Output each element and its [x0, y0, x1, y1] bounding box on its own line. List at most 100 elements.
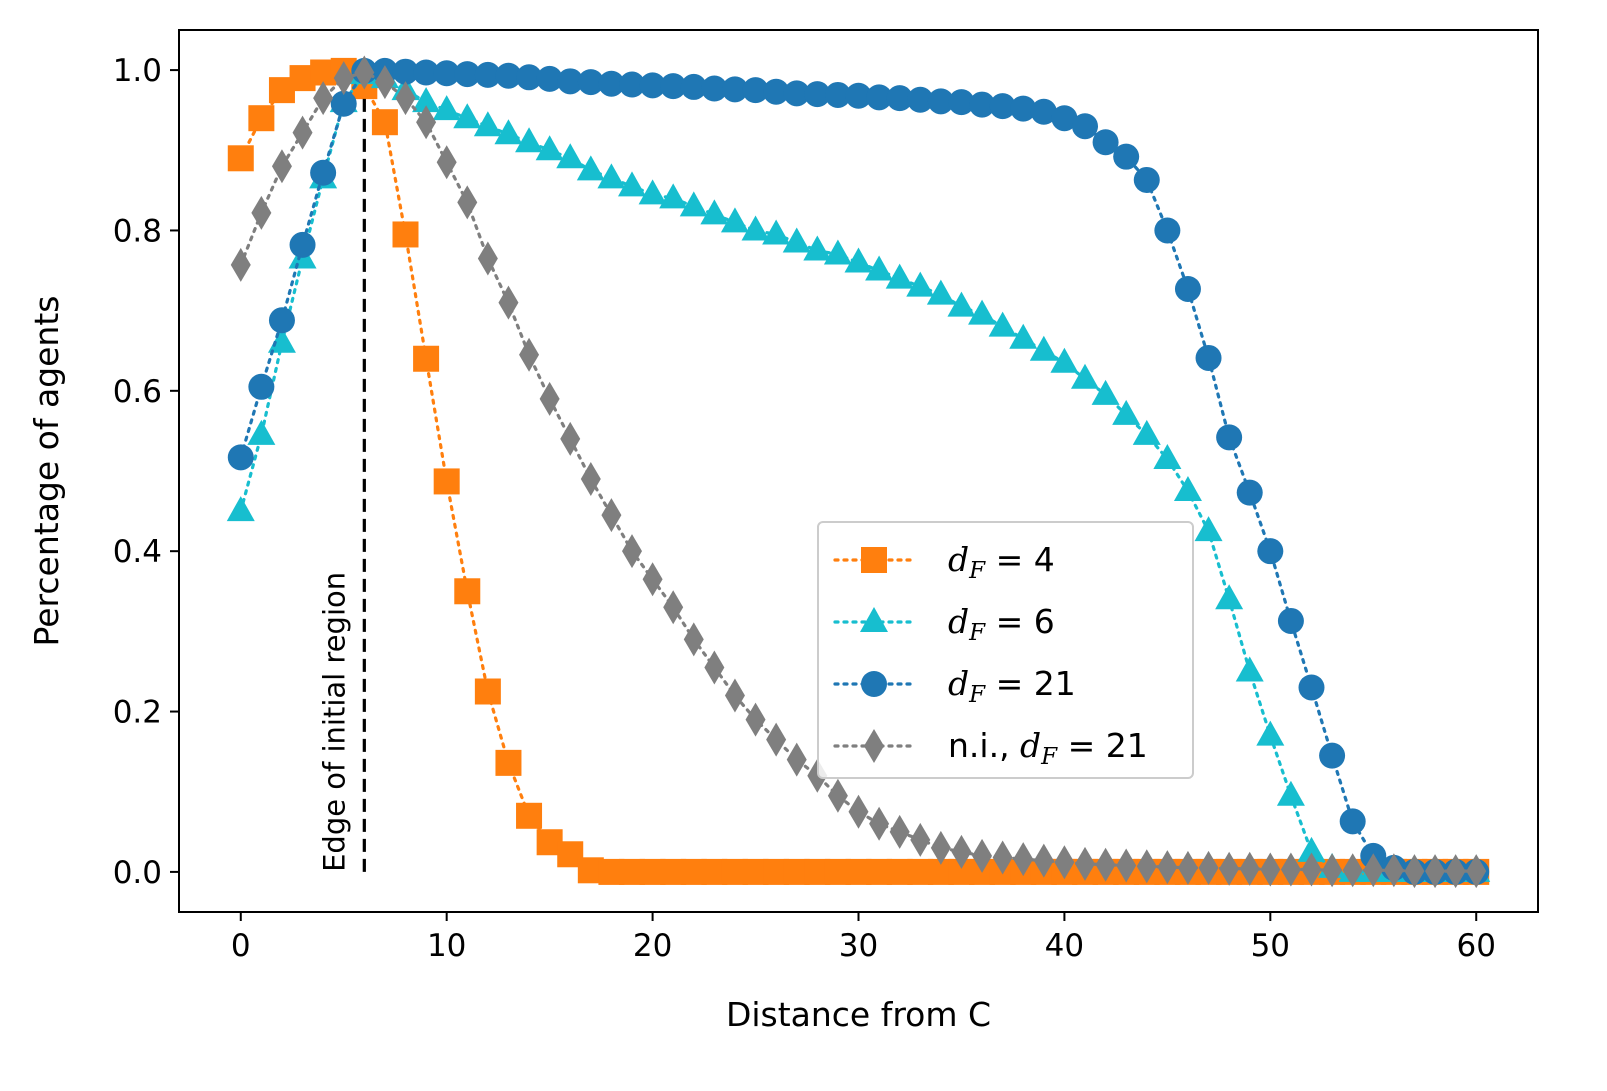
data-point [700, 199, 729, 225]
data-point [516, 64, 543, 91]
legend-label: dF = 21 [948, 664, 1076, 708]
data-point [1113, 143, 1140, 170]
data-point [1342, 853, 1363, 888]
data-point [659, 183, 688, 209]
data-point [313, 81, 334, 116]
data-point [701, 75, 728, 102]
data-point [1363, 853, 1384, 888]
data-point [247, 419, 276, 445]
data-point [762, 219, 791, 245]
data-point [1033, 843, 1054, 878]
data-point [742, 77, 769, 104]
data-point [330, 90, 357, 117]
data-point [477, 241, 498, 276]
legend-item: dF = 21 [833, 664, 1076, 708]
legend-marker [864, 729, 884, 763]
data-point [866, 84, 893, 111]
data-point [804, 81, 831, 108]
data-point [988, 311, 1017, 337]
data-point [823, 239, 852, 265]
data-point [618, 171, 646, 197]
data-point [494, 119, 523, 145]
data-point [292, 115, 313, 150]
data-point [827, 778, 848, 813]
data-point [989, 93, 1016, 120]
legend-item: n.i., dF = 21 [833, 726, 1148, 770]
data-point [910, 822, 931, 857]
data-point [947, 291, 976, 317]
data-point [354, 55, 375, 90]
data-point [1383, 853, 1404, 888]
data-point [1112, 399, 1141, 425]
data-point [724, 678, 745, 713]
data-point [844, 247, 873, 273]
y-tick-label: 0.0 [113, 855, 162, 891]
data-point [1054, 845, 1075, 880]
annotation-layer: Edge of initial region [317, 98, 366, 872]
x-tick-label: 0 [231, 928, 251, 964]
data-point [395, 81, 416, 116]
data-point [392, 58, 419, 85]
data-point [1216, 424, 1243, 451]
data-point [1404, 854, 1425, 889]
data-point [519, 337, 540, 372]
data-point [1339, 808, 1366, 835]
data-point [720, 207, 749, 233]
y-tick-label: 0.4 [113, 534, 162, 570]
data-point [745, 702, 766, 737]
data-point [1257, 538, 1284, 565]
data-point [1075, 846, 1095, 881]
data-point [498, 285, 519, 320]
data-point [824, 81, 851, 108]
data-point [1153, 443, 1182, 469]
data-point [333, 61, 354, 96]
data-point [416, 105, 437, 140]
data-point [226, 496, 255, 522]
edge-of-initial-region-label: Edge of initial region [317, 572, 351, 872]
data-point [1298, 674, 1325, 701]
data-point [433, 60, 460, 87]
data-point [577, 69, 604, 96]
x-tick-label: 60 [1457, 928, 1496, 964]
data-point [371, 109, 398, 136]
data-point [642, 562, 663, 597]
data-point [889, 814, 910, 849]
data-point [1215, 584, 1244, 610]
data-point [1071, 363, 1099, 389]
y-tick-label: 0.6 [113, 374, 162, 410]
data-point [1009, 323, 1038, 349]
data-point [413, 59, 440, 86]
data-point [1136, 849, 1157, 884]
data-point [1013, 842, 1034, 877]
data-point [1132, 419, 1161, 445]
data-point [907, 86, 934, 113]
data-point [972, 838, 993, 873]
data-point [1260, 852, 1281, 887]
data-point [1297, 836, 1326, 862]
axes-layer: 0 10 20 30 40 50 60 0.0 0.2 0.4 0.6 0.8 1.0 [113, 53, 1496, 964]
data-point [601, 498, 622, 533]
x-tick-label: 50 [1251, 928, 1290, 964]
data-point [539, 381, 560, 416]
data-point [1051, 105, 1078, 132]
data-point [289, 231, 316, 258]
data-point [968, 299, 997, 325]
data-point [474, 678, 501, 705]
data-point [495, 62, 522, 89]
data-point [1195, 344, 1222, 371]
data-point [926, 279, 955, 305]
data-point [786, 742, 807, 777]
data-point [951, 834, 972, 869]
data-point [454, 578, 481, 605]
y-tick-label: 1.0 [113, 53, 162, 89]
data-point [1174, 275, 1201, 302]
legend-marker [860, 607, 888, 632]
data-point [1319, 742, 1346, 769]
data-point [1235, 656, 1264, 682]
data-point [660, 73, 687, 100]
data-point [619, 71, 645, 98]
data-point [948, 89, 975, 116]
data-point [433, 468, 460, 495]
y-tick-label: 0.8 [113, 213, 162, 249]
